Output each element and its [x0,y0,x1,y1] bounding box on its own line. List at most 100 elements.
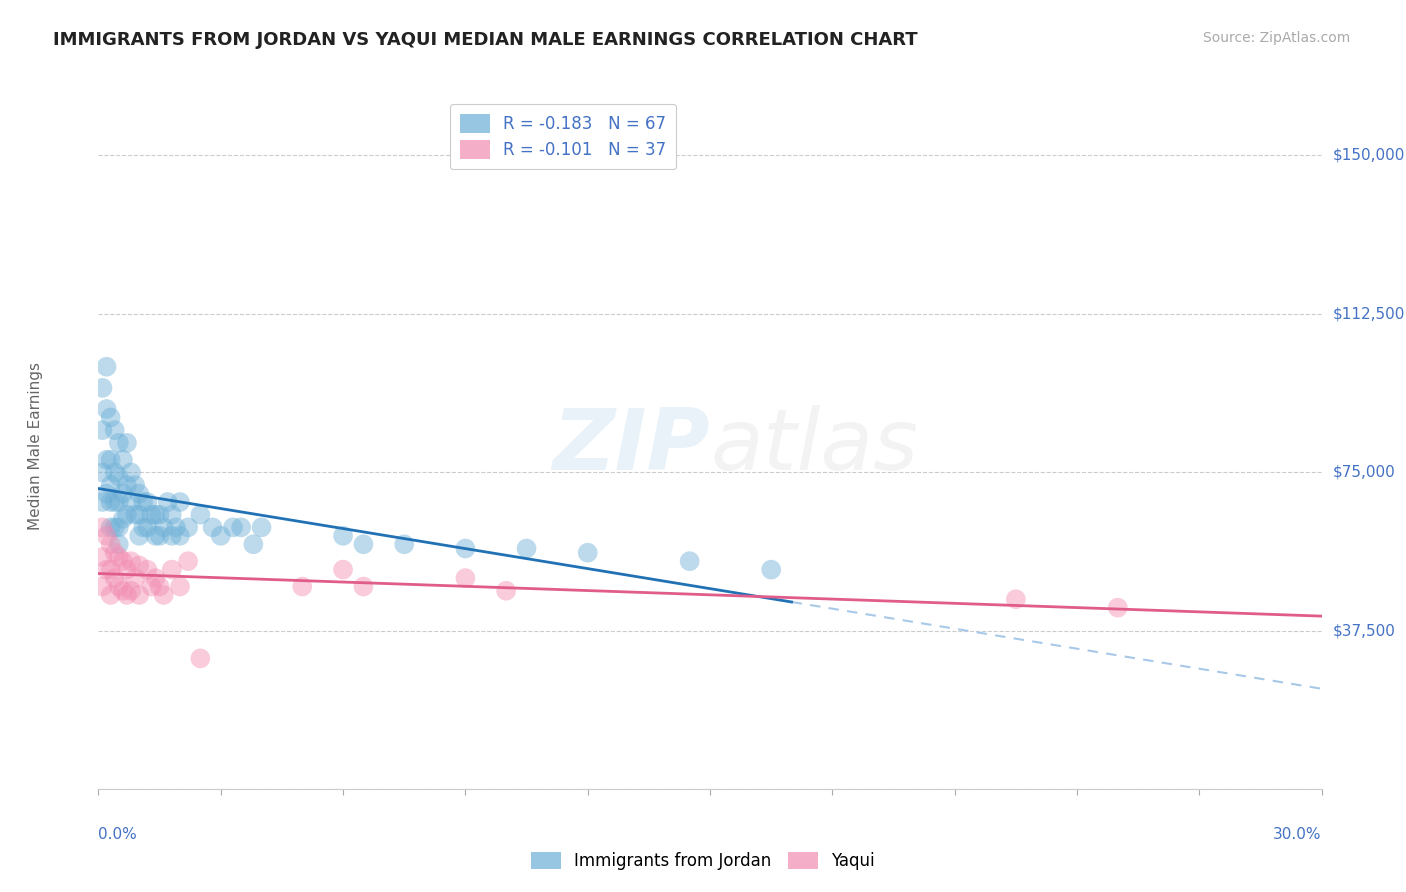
Text: $37,500: $37,500 [1333,624,1396,639]
Legend: Immigrants from Jordan, Yaqui: Immigrants from Jordan, Yaqui [524,845,882,877]
Point [108,495,131,509]
Point [454,571,477,585]
Point [332,529,354,543]
Point [132,520,155,534]
Point [392,537,416,551]
Point [145,571,167,585]
Point [124,571,146,585]
Point [352,537,374,551]
Point [96,359,118,374]
Point [91,381,114,395]
Point [149,529,172,543]
Point [141,508,163,522]
Point [152,520,174,534]
Text: atlas: atlas [710,404,918,488]
Point [209,529,232,543]
Point [100,495,122,509]
Point [231,520,253,534]
Point [111,452,134,467]
Point [108,549,131,564]
Point [136,563,159,577]
Point [104,520,127,534]
Point [120,583,142,598]
Point [96,452,118,467]
Point [188,508,212,522]
Point [156,495,179,509]
Point [291,580,314,594]
Point [96,529,118,543]
Point [115,478,138,492]
Point [454,541,477,556]
Text: 0.0%: 0.0% [98,827,138,842]
Point [152,588,174,602]
Point [352,580,374,594]
Point [91,580,114,594]
Point [104,423,127,437]
Point [177,520,200,534]
Point [104,495,127,509]
Point [115,435,138,450]
Point [100,563,122,577]
Point [516,541,538,556]
Text: 30.0%: 30.0% [1274,827,1322,842]
Point [242,537,264,551]
Point [100,452,122,467]
Point [128,508,150,522]
Point [128,486,150,500]
Point [160,563,183,577]
Point [104,466,127,480]
Point [136,495,159,509]
Point [128,588,150,602]
Point [108,520,131,534]
Point [104,546,127,560]
Point [1004,592,1026,607]
Point [111,583,134,598]
Point [169,580,191,594]
Text: IMMIGRANTS FROM JORDAN VS YAQUI MEDIAN MALE EARNINGS CORRELATION CHART: IMMIGRANTS FROM JORDAN VS YAQUI MEDIAN M… [53,31,918,49]
Point [169,495,191,509]
Point [128,529,150,543]
Point [91,520,114,534]
Point [145,529,167,543]
Point [100,410,122,425]
Point [201,520,224,534]
Point [108,469,131,483]
Text: $75,000: $75,000 [1333,465,1396,480]
Point [100,520,122,534]
Point [115,508,138,522]
Point [141,580,163,594]
Point [188,651,212,665]
Point [761,563,783,577]
Point [100,588,122,602]
Text: $150,000: $150,000 [1333,148,1405,163]
Point [120,495,142,509]
Point [679,554,702,568]
Point [132,495,155,509]
Point [115,563,138,577]
Point [115,588,138,602]
Point [108,435,131,450]
Point [169,529,191,543]
Point [149,580,172,594]
Point [111,486,134,500]
Point [128,558,150,573]
Point [495,583,517,598]
Text: Median Male Earnings: Median Male Earnings [28,362,44,530]
Point [576,546,599,560]
Point [100,478,122,492]
Text: Source: ZipAtlas.com: Source: ZipAtlas.com [1202,31,1350,45]
Point [1107,600,1129,615]
Point [96,563,118,577]
Point [120,466,142,480]
Point [91,466,114,480]
Point [108,580,131,594]
Point [165,520,187,534]
Text: $112,500: $112,500 [1333,307,1405,321]
Point [250,520,273,534]
Point [177,554,200,568]
Legend: R = -0.183   N = 67, R = -0.101   N = 37: R = -0.183 N = 67, R = -0.101 N = 37 [450,104,676,169]
Point [120,554,142,568]
Point [96,402,118,417]
Point [96,486,118,500]
Point [111,554,134,568]
